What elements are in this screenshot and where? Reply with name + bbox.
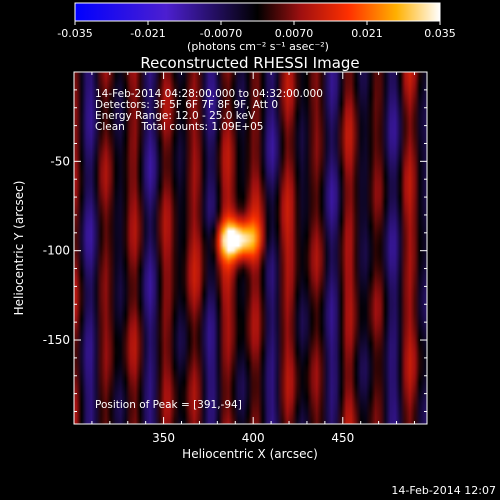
y-tick-label: -50 bbox=[50, 154, 70, 168]
x-tick-label: 400 bbox=[242, 431, 265, 445]
chart-title: Reconstructed RHESSI Image bbox=[140, 54, 359, 72]
y-tick-label: -100 bbox=[43, 244, 70, 258]
colorbar-tick-label: 0.035 bbox=[424, 27, 456, 40]
colorbar-units-label: (photons cm⁻² s⁻¹ asec⁻²) bbox=[187, 40, 329, 53]
axis-ticks bbox=[74, 72, 427, 424]
colorbar bbox=[74, 2, 441, 22]
x-tick-label: 450 bbox=[331, 431, 354, 445]
x-tick-label: 350 bbox=[152, 431, 175, 445]
plot-frame bbox=[73, 71, 428, 425]
annotation-clean-counts: Clean Total counts: 1.09E+05 bbox=[95, 121, 264, 133]
annotation-time-range: 14-Feb-2014 04:28:00.000 to 04:32:00.000 bbox=[95, 88, 323, 100]
peak-position-label: Position of Peak = [391,-94] bbox=[95, 399, 242, 411]
annotation-detectors: Detectors: 3F 5F 6F 7F 8F 9F, Att 0 bbox=[95, 99, 278, 111]
heatmap-image bbox=[74, 72, 427, 424]
colorbar-ticks bbox=[74, 21, 441, 25]
colorbar-tick-label: 0.021 bbox=[351, 27, 383, 40]
y-axis-label: Heliocentric Y (arcsec) bbox=[12, 181, 26, 316]
colorbar-tick-label: -0.021 bbox=[130, 27, 165, 40]
colorbar-tick-label: -0.035 bbox=[57, 27, 92, 40]
annotation-energy-range: Energy Range: 12.0 - 25.0 keV bbox=[95, 110, 256, 122]
colorbar-tick-label: 0.0070 bbox=[275, 27, 314, 40]
y-tick-label: -150 bbox=[43, 333, 70, 347]
x-axis-label: Heliocentric X (arcsec) bbox=[182, 447, 318, 461]
colorbar-tick-label: -0.0070 bbox=[200, 27, 242, 40]
footer-date: 14-Feb-2014 12:07 bbox=[391, 484, 496, 497]
